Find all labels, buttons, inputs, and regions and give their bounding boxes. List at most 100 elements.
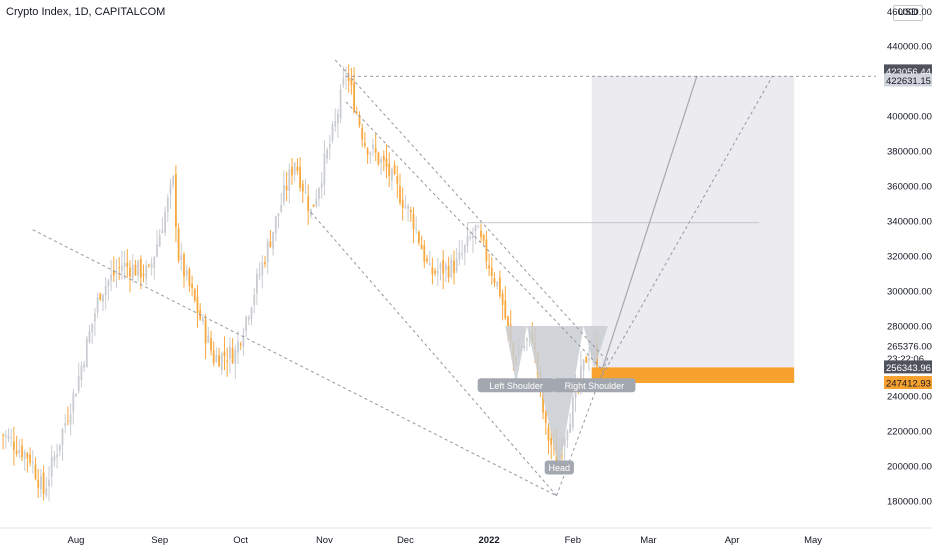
candle-body [377, 152, 380, 164]
candle-body [15, 450, 18, 454]
time-tick-label: Nov [316, 535, 333, 546]
candle-body [21, 445, 23, 458]
candle-body [393, 164, 396, 175]
candle-body [61, 429, 64, 446]
candle-body [91, 323, 94, 332]
candle-body [480, 230, 482, 238]
candle-body [453, 260, 455, 274]
candle-body [172, 176, 175, 186]
candle-body [404, 205, 407, 208]
candle-body [142, 273, 145, 276]
candle-body [296, 166, 299, 172]
candle-body [77, 375, 80, 392]
candle-body [447, 265, 450, 278]
candle-body [148, 265, 150, 267]
candle-body [523, 344, 526, 349]
candle-body [131, 264, 134, 280]
candle-body [183, 254, 185, 277]
candle-body [139, 258, 142, 278]
candle-body [315, 198, 318, 207]
candle-body [210, 338, 212, 351]
candle-body [526, 338, 528, 342]
candle-body [293, 163, 296, 175]
right-shoulder-label: Right Shoulder [565, 381, 625, 391]
candle-body [380, 159, 382, 163]
candle-body [180, 254, 183, 260]
candle-body [382, 155, 385, 161]
candle-body [399, 186, 401, 204]
candle-body [137, 260, 139, 276]
candle-body [175, 174, 177, 227]
candle-body [450, 258, 453, 277]
candle-body [75, 394, 77, 397]
candle-body [153, 256, 156, 268]
candle-body [13, 441, 15, 451]
candle-body [463, 245, 466, 254]
candle-body [258, 274, 261, 277]
candle-body [299, 166, 301, 188]
candle-body [358, 115, 361, 126]
candle-body [401, 200, 404, 208]
candle-body [188, 269, 191, 287]
candle-body [288, 169, 291, 191]
candle-body [99, 293, 102, 300]
candle-body [72, 392, 75, 412]
candle-body [37, 479, 40, 488]
candle-body [318, 188, 320, 199]
price-tick-label: 240000.00 [887, 392, 932, 403]
right-shoulder-label-bg [553, 378, 636, 393]
countdown-label: 23:22:06 [887, 354, 924, 365]
candle-body [277, 213, 280, 216]
candle-body [396, 176, 399, 184]
candle-body [550, 437, 553, 445]
time-tick-label: Mar [640, 535, 656, 546]
candle-body [193, 289, 196, 301]
candle-body [218, 355, 220, 367]
candle-body [285, 185, 288, 191]
candle-body [126, 262, 129, 267]
candle-body [347, 77, 350, 81]
entry-high-tag: 256343.96 [886, 363, 931, 374]
currency-selector[interactable]: USD [893, 5, 923, 21]
candle-body [488, 265, 490, 269]
price-tick-label: 320000.00 [887, 252, 932, 263]
candle-body [220, 353, 223, 371]
candle-body [185, 269, 188, 276]
candle-body [226, 360, 229, 362]
candle-body [439, 263, 442, 269]
head-shoulders-pattern [505, 326, 608, 470]
price-tick-label-top: 460000.00 [887, 7, 932, 18]
candle-body [544, 411, 547, 424]
entry-zone [591, 367, 795, 384]
candle-body [239, 343, 242, 345]
candle-body [442, 260, 445, 274]
candle-body [304, 191, 307, 193]
candle-body [229, 346, 231, 360]
price-tick-label: 300000.00 [887, 287, 932, 298]
candle-body [102, 294, 104, 302]
projection-line [601, 75, 698, 369]
candle-body [364, 143, 366, 146]
target-zone [591, 76, 795, 368]
candle-body [493, 278, 496, 283]
candle-body [501, 293, 504, 305]
candle-body [342, 78, 345, 85]
candle-body [504, 300, 507, 319]
time-tick-label: Oct [233, 535, 248, 546]
candle-body [177, 228, 180, 261]
candle-body [80, 365, 83, 380]
candle-body [337, 113, 339, 124]
candle-body [582, 359, 585, 371]
candle-body [67, 420, 69, 422]
chart-title: Crypto Index, 1D, CAPITALCOM [6, 6, 166, 18]
target-high-tag: 423056.44 [886, 67, 931, 78]
time-tick-label: May [804, 535, 822, 546]
price-tick-label: 360000.00 [887, 182, 932, 193]
candle-body [415, 228, 418, 230]
candle-body [331, 124, 334, 141]
current-price-label: 265376.00 [887, 342, 932, 353]
candle-body [45, 488, 48, 496]
candle-body [274, 216, 277, 234]
time-tick-label: 2022 [479, 535, 500, 546]
